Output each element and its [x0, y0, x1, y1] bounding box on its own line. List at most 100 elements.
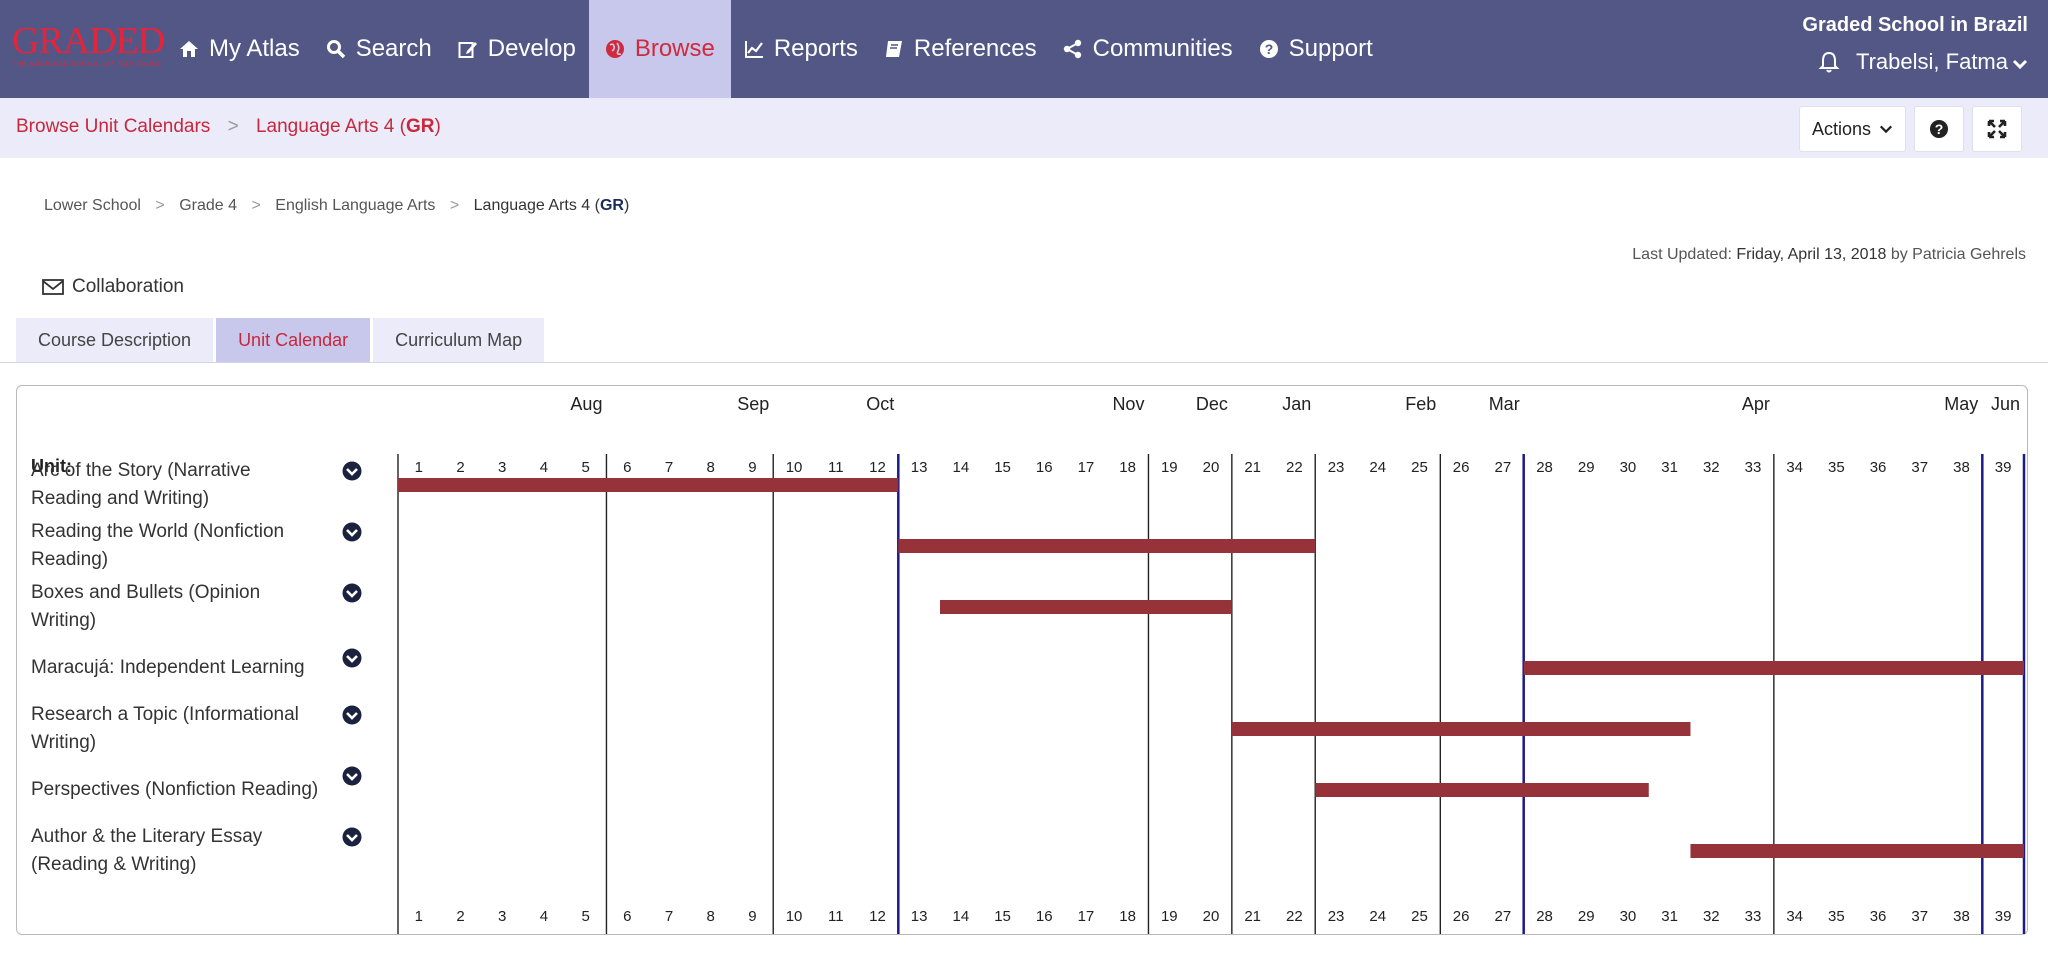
week-number-bottom: 36: [1870, 908, 1887, 925]
nav-reports[interactable]: Reports: [731, 0, 871, 98]
expand-chevron-icon[interactable]: [342, 583, 362, 603]
tab-curriculum-map[interactable]: Curriculum Map: [373, 318, 545, 362]
week-number-top: 22: [1286, 459, 1303, 476]
unit-name[interactable]: Perspectives (Nonfiction Reading): [31, 779, 319, 800]
expand-chevron-icon[interactable]: [342, 705, 362, 725]
unit-name[interactable]: Author & the Literary Essay (Reading & W…: [31, 826, 263, 875]
svg-text:?: ?: [1935, 121, 1944, 137]
unit-name[interactable]: Boxes and Bullets (Opinion Writing): [31, 582, 261, 631]
week-number-top: 6: [623, 459, 631, 476]
week-number-bottom: 24: [1369, 908, 1386, 925]
week-number-top: 29: [1578, 459, 1595, 476]
expand-chevron-icon[interactable]: [342, 461, 362, 481]
bell-icon[interactable]: [1818, 51, 1840, 73]
month-label: Feb: [1405, 394, 1436, 414]
week-number-top: 3: [498, 459, 506, 476]
week-number-top: 5: [581, 459, 589, 476]
unit-bar: [1231, 722, 1691, 736]
week-number-top: 35: [1828, 459, 1845, 476]
unit-name[interactable]: Reading the World (Nonfiction Reading): [31, 521, 285, 570]
collaboration-label: Collaboration: [72, 276, 184, 297]
nav-browse[interactable]: Browse: [588, 0, 731, 98]
svg-text:?: ?: [1264, 41, 1273, 57]
unit-name[interactable]: Arc of the Story (Narrative Reading and …: [31, 460, 251, 509]
actions-button[interactable]: Actions: [1798, 106, 1906, 152]
month-label: Dec: [1196, 394, 1228, 414]
chart-icon: [744, 41, 763, 58]
school-logo[interactable]: GRADED THE AMERICAN SCHOOL OF SÃO PAULO: [12, 20, 165, 68]
envelope-icon: [42, 279, 64, 295]
unit-name[interactable]: Maracujá: Independent Learning: [31, 657, 305, 678]
page-actions: Actions ?: [1798, 106, 2022, 152]
nav-develop[interactable]: Develop: [445, 0, 589, 98]
user-menu[interactable]: Trabelsi, Fatma: [1802, 49, 2028, 75]
nav-communities[interactable]: Communities: [1050, 0, 1246, 98]
logo-text: GRADED: [12, 20, 165, 62]
course-path: Lower School > Grade 4 > English Languag…: [44, 197, 629, 215]
week-number-bottom: 28: [1536, 908, 1553, 925]
path-separator: >: [155, 197, 165, 214]
nav-search[interactable]: Search: [313, 0, 445, 98]
week-number-bottom: 14: [953, 908, 970, 925]
expand-chevron-icon[interactable]: [342, 522, 362, 542]
top-navigation: GRADED THE AMERICAN SCHOOL OF SÃO PAULO …: [0, 0, 2048, 98]
unit-name[interactable]: Research a Topic (Informational Writing): [31, 704, 299, 753]
nav-search-label: Search: [355, 35, 432, 62]
nav-support[interactable]: ? Support: [1246, 0, 1386, 98]
nav-browse-label: Browse: [634, 35, 715, 62]
last-updated-prefix: Last Updated:: [1632, 246, 1737, 263]
week-number-top: 39: [1995, 459, 2012, 476]
path-lower-school[interactable]: Lower School: [44, 197, 141, 214]
nav-references[interactable]: References: [871, 0, 1050, 98]
expand-chevron-icon[interactable]: [342, 827, 362, 847]
week-number-bottom: 38: [1953, 908, 1970, 925]
week-number-top: 13: [911, 459, 928, 476]
nav-my-atlas[interactable]: My Atlas: [166, 0, 313, 98]
path-grade[interactable]: Grade 4: [179, 197, 238, 214]
unit-row: Author & the Literary Essay (Reading & W…: [31, 823, 362, 879]
tab-unit-calendar[interactable]: Unit Calendar: [216, 318, 371, 362]
week-number-top: 9: [748, 459, 756, 476]
breadcrumb-course[interactable]: Language Arts 4 (GR): [256, 116, 441, 137]
week-number-top: 8: [707, 459, 715, 476]
breadcrumb-course-code: GR: [405, 116, 435, 137]
week-number-bottom: 30: [1620, 908, 1637, 925]
week-number-bottom: 32: [1703, 908, 1720, 925]
path-course-close: ): [623, 197, 630, 214]
week-number-top: 21: [1244, 459, 1261, 476]
week-number-top: 14: [953, 459, 970, 476]
unit-row: Boxes and Bullets (Opinion Writing): [31, 579, 362, 635]
unit-row: Arc of the Story (Narrative Reading and …: [31, 457, 362, 513]
last-updated-date: Friday, April 13, 2018: [1736, 246, 1887, 263]
week-number-bottom: 16: [1036, 908, 1053, 925]
unit-bar: [1523, 661, 2024, 675]
week-number-top: 1: [415, 459, 423, 476]
nav-reports-label: Reports: [773, 35, 858, 62]
logo-subtitle: THE AMERICAN SCHOOL OF SÃO PAULO: [12, 62, 162, 68]
collaboration-link[interactable]: Collaboration: [42, 276, 184, 298]
month-label: Jan: [1282, 394, 1311, 414]
expand-chevron-icon[interactable]: [342, 766, 362, 786]
course-tabs: Course Description Unit Calendar Curricu…: [16, 318, 545, 362]
tab-course-description[interactable]: Course Description: [16, 318, 214, 362]
expand-chevron-icon[interactable]: [342, 648, 362, 668]
week-number-top: 30: [1620, 459, 1637, 476]
week-number-bottom: 26: [1453, 908, 1470, 925]
week-number-bottom: 35: [1828, 908, 1845, 925]
week-number-top: 36: [1870, 459, 1887, 476]
week-number-top: 19: [1161, 459, 1178, 476]
week-number-bottom: 39: [1995, 908, 2012, 925]
fullscreen-button[interactable]: [1972, 106, 2022, 152]
breadcrumb-browse-unit-calendars[interactable]: Browse Unit Calendars: [16, 116, 211, 137]
week-number-bottom: 13: [911, 908, 928, 925]
unit-row: Perspectives (Nonfiction Reading): [31, 762, 362, 818]
chevron-down-icon: [1879, 125, 1893, 134]
help-button[interactable]: ?: [1914, 106, 1964, 152]
week-number-bottom: 10: [786, 908, 803, 925]
week-number-bottom: 34: [1786, 908, 1803, 925]
week-number-bottom: 21: [1244, 908, 1261, 925]
month-label: Mar: [1489, 394, 1520, 414]
week-number-top: 11: [828, 459, 844, 476]
path-subject[interactable]: English Language Arts: [275, 197, 436, 214]
week-number-top: 34: [1786, 459, 1803, 476]
